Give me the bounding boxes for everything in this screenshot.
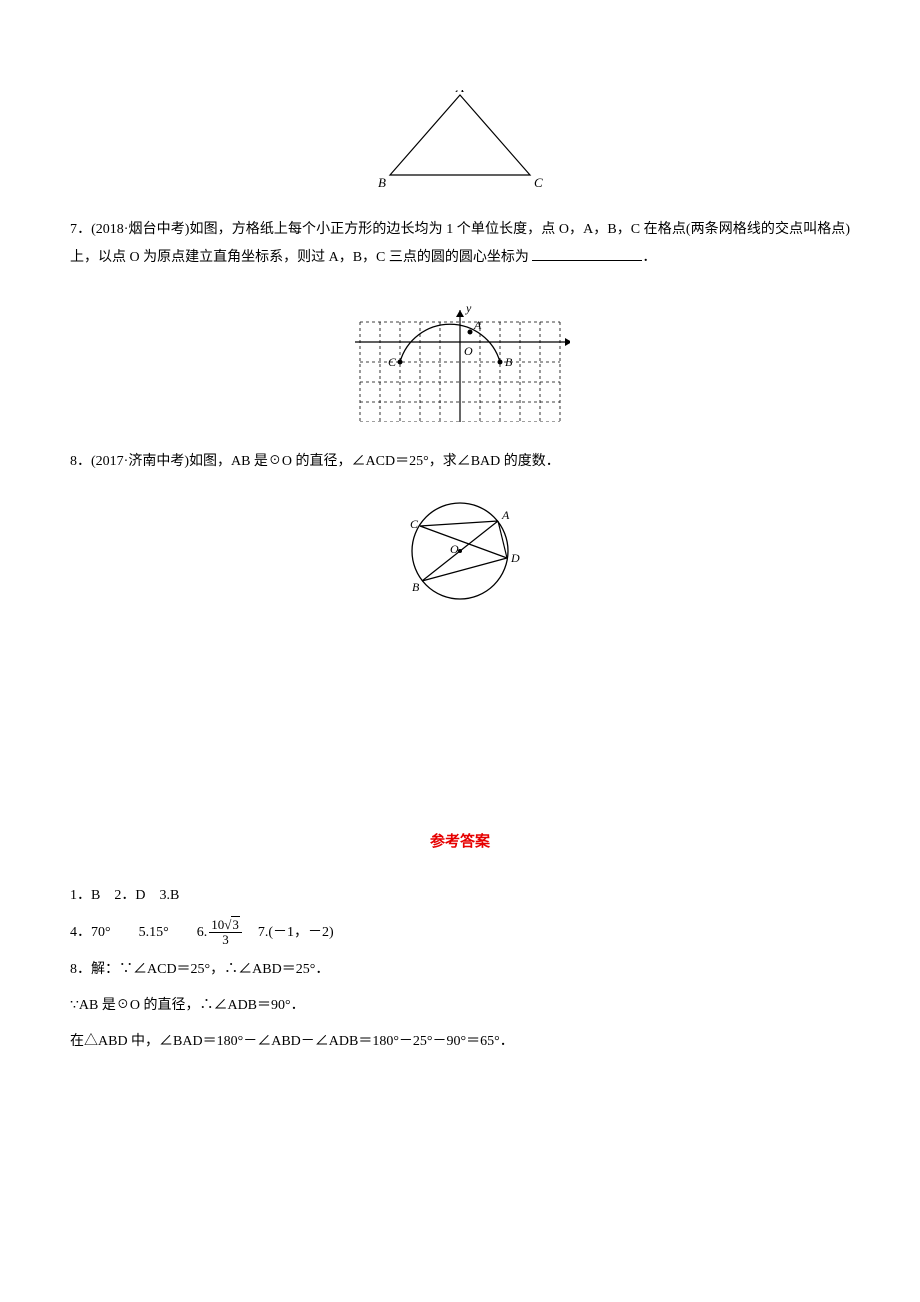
- svg-text:A: A: [455, 90, 464, 95]
- frac-num: 103: [209, 918, 242, 933]
- frac-den: 3: [209, 933, 242, 947]
- svg-text:O: O: [450, 542, 459, 556]
- svg-text:C: C: [410, 517, 419, 531]
- answers-title: 参考答案: [70, 827, 850, 857]
- sqrt: 3: [224, 918, 240, 932]
- answer-blank: [532, 247, 642, 261]
- svg-text:A: A: [473, 318, 482, 332]
- a2-suffix: 7.(－1，－2): [244, 925, 334, 940]
- triangle-figure: A B C: [70, 90, 850, 201]
- q7-prefix: 7．(2018·烟台中考)如图，方格纸上每个小正方形的边长均为 1 个单位长度，…: [70, 222, 850, 265]
- svg-text:C: C: [388, 355, 397, 369]
- answer-line-2: 4．70° 5.15° 6.1033 7.(－1，－2): [70, 918, 850, 948]
- fraction: 1033: [209, 918, 242, 948]
- triangle-svg: A B C: [370, 90, 550, 190]
- question-7: 7．(2018·烟台中考)如图，方格纸上每个小正方形的边长均为 1 个单位长度，…: [70, 216, 850, 272]
- answer-line-4: ∵AB 是☉O 的直径，∴∠ADB＝90°．: [70, 992, 850, 1020]
- svg-text:O: O: [464, 344, 473, 358]
- grid-figure: yxOACB: [70, 282, 850, 433]
- circle-figure: A D C B O: [70, 486, 850, 627]
- circle-svg: A D C B O: [385, 486, 535, 616]
- answer-line-3: 8．解：∵∠ACD＝25°，∴∠ABD＝25°．: [70, 956, 850, 984]
- question-8: 8．(2017·济南中考)如图，AB 是☉O 的直径，∠ACD＝25°，求∠BA…: [70, 448, 850, 476]
- svg-text:B: B: [378, 175, 386, 190]
- answer-line-5: 在△ABD 中，∠BAD＝180°－∠ABD－∠ADB＝180°－25°－90°…: [70, 1028, 850, 1056]
- svg-text:B: B: [505, 355, 513, 369]
- svg-text:B: B: [412, 580, 420, 594]
- svg-text:C: C: [534, 175, 543, 190]
- q8-text: 8．(2017·济南中考)如图，AB 是☉O 的直径，∠ACD＝25°，求∠BA…: [70, 454, 560, 469]
- svg-text:A: A: [501, 508, 510, 522]
- grid-svg: yxOACB: [350, 282, 570, 422]
- q7-suffix: ．: [642, 250, 656, 265]
- a2-prefix: 4．70° 5.15° 6.: [70, 925, 207, 940]
- answer-line-1: 1．B 2．D 3.B: [70, 882, 850, 910]
- svg-text:y: y: [465, 301, 472, 315]
- svg-text:D: D: [510, 551, 520, 565]
